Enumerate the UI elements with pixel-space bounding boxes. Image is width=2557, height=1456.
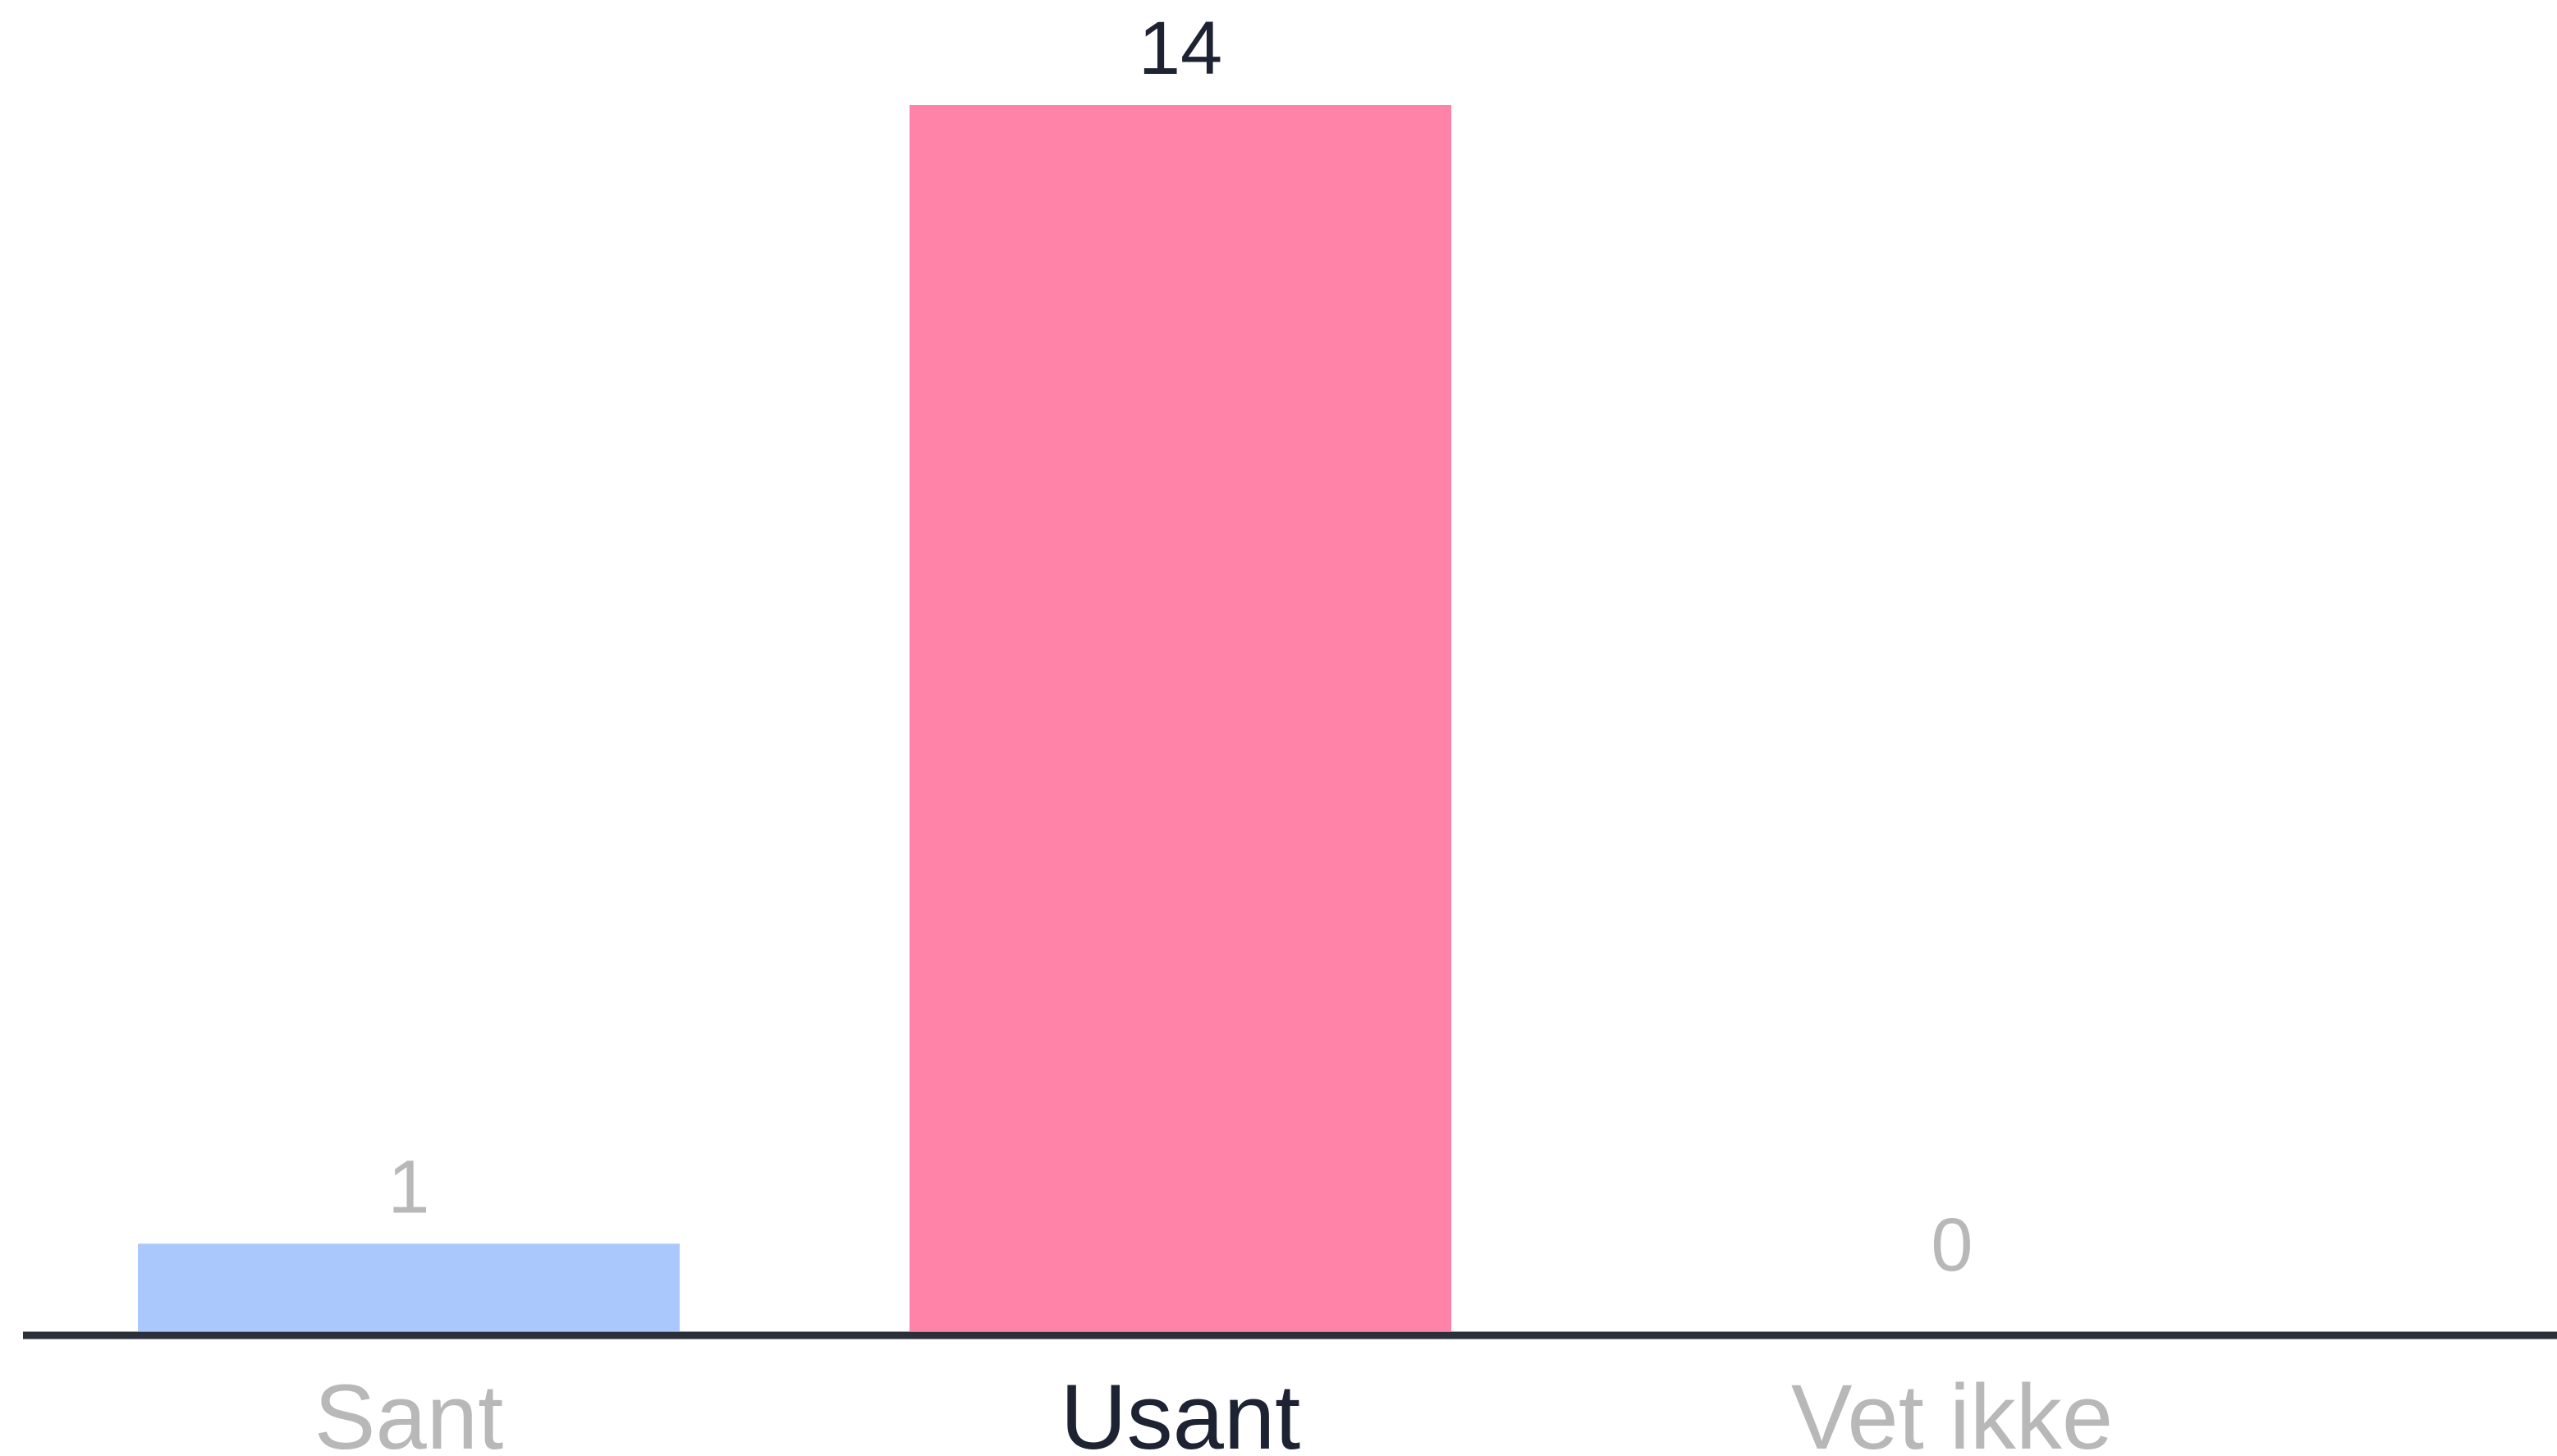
bar-sant (138, 1243, 680, 1331)
value-labels-layer: 1 14 0 (387, 7, 1973, 1287)
value-label-usant: 14 (1139, 7, 1222, 90)
category-labels-layer: Sant Usant Vet ikke (314, 1366, 2113, 1456)
category-label-sant: Sant (314, 1366, 503, 1456)
bars-layer (138, 105, 1451, 1331)
value-label-vet-ikke: 0 (1931, 1203, 1973, 1287)
category-label-vet-ikke: Vet ikke (1791, 1366, 2113, 1456)
value-label-sant: 1 (387, 1145, 429, 1229)
bar-usant (910, 105, 1451, 1331)
category-label-usant: Usant (1061, 1366, 1301, 1456)
